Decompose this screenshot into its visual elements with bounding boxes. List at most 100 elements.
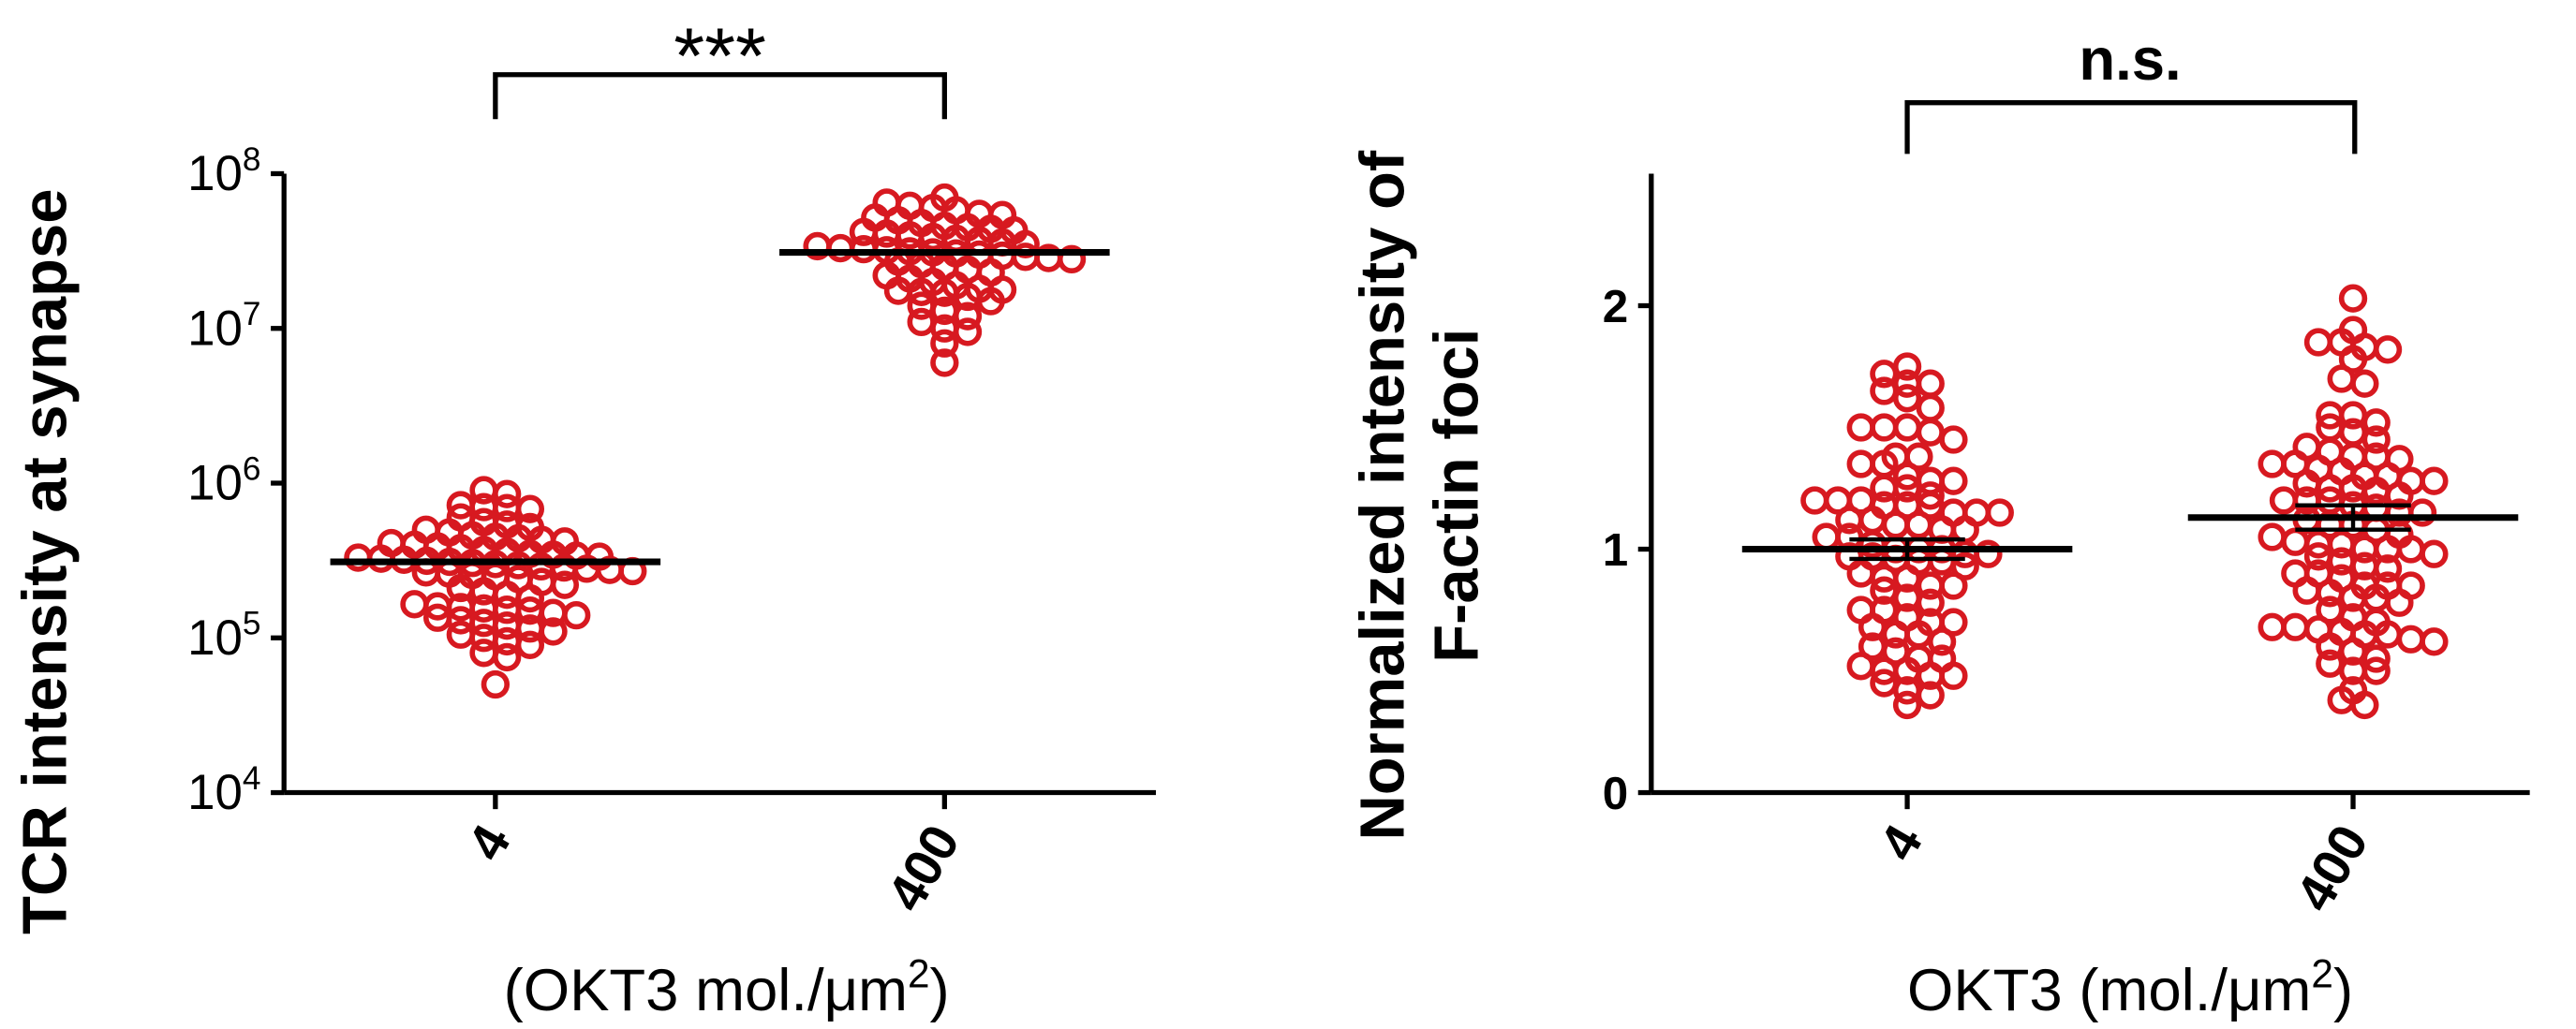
left-x-axis-title-base: (OKT3 mol./μm xyxy=(504,958,908,1023)
right-data-point-4 xyxy=(1846,559,1875,588)
right-data-point-4 xyxy=(1881,510,1910,539)
right-data-point-400 xyxy=(2258,612,2287,641)
right-data-point-400 xyxy=(2281,612,2310,641)
right-data-point-400 xyxy=(2361,425,2391,454)
left-data-point-400 xyxy=(826,233,855,263)
right-data-point-400 xyxy=(2407,498,2437,527)
right-data-point-4 xyxy=(1846,413,1875,442)
left-x-tick-label: 4 xyxy=(456,815,523,870)
right-data-point-4 xyxy=(1846,652,1875,681)
left-significance-bracket xyxy=(493,72,947,120)
left-y-tick-label: 105 xyxy=(187,606,260,666)
left-data-point-4 xyxy=(400,590,429,619)
right-data-point-4 xyxy=(1812,522,1841,551)
left-y-tick-label: 106 xyxy=(187,450,260,510)
right-data-point-4 xyxy=(1916,393,1945,422)
right-data-point-4 xyxy=(1904,510,1933,539)
left-data-point-400 xyxy=(953,317,983,346)
left-data-point-4 xyxy=(515,583,545,613)
y-tick-exponent: 5 xyxy=(243,606,261,642)
right-data-point-4 xyxy=(1916,418,1945,447)
left-x-tick-label: 400 xyxy=(876,815,971,920)
right-data-point-4 xyxy=(1846,449,1875,478)
y-tick-exponent: 7 xyxy=(243,296,261,332)
tcr-intensity-chart: TCR intensity at synapse (OKT3 mol./μm2)… xyxy=(10,11,1156,1024)
left-data-point-400 xyxy=(930,348,959,377)
right-data-point-400 xyxy=(2361,656,2391,685)
right-x-tick-label: 4 xyxy=(1868,815,1934,870)
right-data-point-400 xyxy=(2373,554,2403,583)
right-y-tick-label: 0 xyxy=(1603,768,1628,819)
y-tick-base: 10 xyxy=(187,301,243,356)
right-data-point-400 xyxy=(2281,527,2310,556)
y-tick-exponent: 8 xyxy=(243,141,261,178)
right-data-point-4 xyxy=(1939,661,1968,690)
right-data-point-400 xyxy=(2385,588,2414,617)
right-data-point-400 xyxy=(2292,576,2321,605)
right-y-axis-title-line2: F-actin foci xyxy=(1422,329,1492,663)
right-data-point-4 xyxy=(1870,360,1899,389)
left-data-point-4 xyxy=(446,620,475,649)
right-data-point-4 xyxy=(1985,498,2014,527)
y-tick-base: 10 xyxy=(187,765,243,820)
right-data-point-400 xyxy=(2420,539,2449,568)
left-y-tick-label: 104 xyxy=(187,760,260,820)
left-data-point-4 xyxy=(515,630,545,659)
left-data-point-4 xyxy=(481,669,511,699)
left-y-axis-title: TCR intensity at synapse xyxy=(10,189,81,934)
right-y-tick-label: 2 xyxy=(1603,281,1628,332)
right-data-point-4 xyxy=(1800,486,1829,515)
left-x-axis-title-sup: 2 xyxy=(908,952,930,996)
left-data-point-400 xyxy=(907,307,936,337)
right-significance-bracket xyxy=(1904,100,2358,154)
right-data-point-4 xyxy=(1974,539,2003,568)
left-data-point-400 xyxy=(930,329,959,358)
right-y-tick-label: 1 xyxy=(1603,524,1628,576)
right-data-point-400 xyxy=(2420,627,2449,656)
right-data-point-4 xyxy=(1916,481,1945,510)
right-x-axis-title: OKT3 (mol./μm2) xyxy=(1907,952,2353,1024)
left-data-point-400 xyxy=(1057,244,1087,274)
right-data-point-400 xyxy=(2258,449,2287,478)
right-data-point-4 xyxy=(1939,466,1968,495)
right-data-point-4 xyxy=(1916,588,1945,617)
left-significance-label: *** xyxy=(674,11,766,100)
right-data-point-400 xyxy=(2361,644,2391,673)
right-data-point-4 xyxy=(1939,425,1968,454)
right-x-axis-title-base: OKT3 (mol./μm xyxy=(1907,958,2311,1023)
left-data-point-4 xyxy=(539,617,568,646)
right-data-point-400 xyxy=(2350,369,2379,398)
y-tick-base: 10 xyxy=(187,456,243,511)
right-data-point-400 xyxy=(2420,466,2449,495)
right-data-point-4 xyxy=(1892,413,1922,442)
right-y-axis-title-line1: Normalized intensity of xyxy=(1347,150,1417,840)
left-x-axis-title: (OKT3 mol./μm2) xyxy=(504,952,950,1024)
right-data-point-400 xyxy=(2338,284,2368,313)
right-significance-label: n.s. xyxy=(2079,27,2181,93)
y-tick-exponent: 4 xyxy=(243,760,261,797)
factin-intensity-chart: Normalized intensity of F-actin foci OKT… xyxy=(1347,27,2530,1024)
left-y-tick-label: 108 xyxy=(187,141,260,201)
right-data-point-4 xyxy=(1927,627,1957,656)
right-data-point-400 xyxy=(2303,328,2333,357)
right-data-point-400 xyxy=(2396,625,2425,654)
left-data-point-400 xyxy=(1011,229,1040,258)
left-data-point-4 xyxy=(562,600,591,630)
right-plot-area: 0 1 2 4 400 xyxy=(1603,173,2530,920)
right-data-point-400 xyxy=(2327,364,2356,393)
left-data-point-400 xyxy=(976,287,1005,316)
right-data-point-4 xyxy=(1916,681,1945,710)
left-data-point-4 xyxy=(344,543,373,572)
y-tick-base: 10 xyxy=(187,146,243,201)
right-data-point-400 xyxy=(2269,486,2299,515)
left-y-tick-label: 107 xyxy=(187,296,260,356)
right-data-point-400 xyxy=(2258,522,2287,551)
left-data-point-4 xyxy=(493,479,522,508)
right-data-point-400 xyxy=(2373,335,2403,364)
right-x-axis-title-end: ) xyxy=(2333,958,2353,1023)
right-data-point-4 xyxy=(1916,369,1945,398)
right-data-point-400 xyxy=(2361,408,2391,437)
left-data-point-4 xyxy=(515,494,545,523)
